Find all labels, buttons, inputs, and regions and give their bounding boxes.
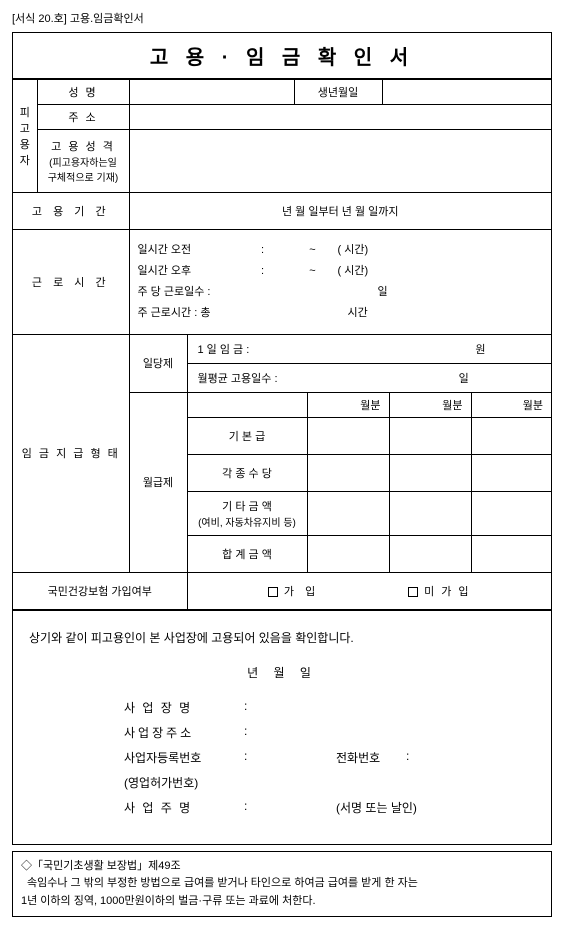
- confirm-date: 년 월 일: [29, 664, 535, 681]
- name-value: [129, 80, 294, 105]
- wt-am-label: 일시간 오전: [138, 240, 238, 261]
- allowances-m3: [471, 454, 551, 491]
- basic-pay-m3: [471, 417, 551, 454]
- other-m1: [307, 491, 389, 535]
- wt-am-hours: ( 시간): [338, 240, 438, 261]
- emp-nature-sub1: (피고용자하는일: [49, 158, 117, 169]
- emp-period-label: 고 용 기 간: [13, 193, 129, 230]
- wt-time-unit: 시간: [348, 303, 368, 324]
- wt-tilde: ~: [288, 261, 338, 282]
- birth-label: 생년월일: [294, 80, 382, 105]
- yes-text: 가 입: [284, 586, 319, 598]
- won-unit: 원: [475, 344, 485, 356]
- wt-colon: :: [238, 240, 288, 261]
- wt-pm-label: 일시간 오후: [138, 261, 238, 282]
- form-container: 고 용 · 임 금 확 인 서 피고용자 성 명 생년월일 주 소 고 용 성 …: [12, 32, 552, 845]
- wt-colon: :: [238, 261, 288, 282]
- other-amount-text: 기 타 금 액: [222, 501, 272, 513]
- birth-value: [382, 80, 551, 105]
- checkbox-icon: [268, 587, 278, 597]
- month-header-empty: [187, 392, 307, 417]
- address-label: 주 소: [37, 105, 129, 130]
- biz-addr-label: 사업장주소: [124, 724, 244, 741]
- health-ins-label: 국민건강보험 가입여부: [13, 572, 187, 609]
- other-amount-label: 기 타 금 액 (여비, 자동차유지비 등): [187, 491, 307, 535]
- footnote: ◇「국민기초생활 보장법」제49조 속임수나 그 밖의 부정한 방법으로 급여를…: [12, 851, 552, 918]
- form-title: 고 용 · 임 금 확 인 서: [13, 33, 551, 79]
- checkbox-icon: [408, 587, 418, 597]
- confirm-section: 상기와 같이 피고용인이 본 사업장에 고용되어 있음을 확인합니다. 년 월 …: [13, 610, 551, 844]
- day-unit: 일: [459, 373, 469, 385]
- work-time-label: 근 로 시 간: [13, 230, 129, 335]
- sign-label: (서명 또는 날인): [336, 799, 417, 816]
- allowances-label: 각 종 수 당: [187, 454, 307, 491]
- daily-wage-label: 1 일 임 금 :: [198, 344, 250, 356]
- work-time-block: 일시간 오전 : ~ ( 시간) 일시간 오후 : ~ ( 시간) 주 당 근로…: [129, 230, 551, 335]
- name-label: 성 명: [37, 80, 129, 105]
- biz-permit-label: (영업허가번호): [124, 774, 244, 791]
- other-m2: [389, 491, 471, 535]
- footnote-line1: 속임수나 그 밖의 부정한 방법으로 급여를 받거나 타인으로 하여금 급여를 …: [21, 875, 543, 893]
- basic-pay-m2: [389, 417, 471, 454]
- daily-system-label: 일당제: [129, 334, 187, 392]
- month1-header: 월분: [307, 392, 389, 417]
- emp-nature-value: [129, 130, 551, 193]
- biz-reg-label: 사업자등록번호: [124, 749, 244, 766]
- allowances-m1: [307, 454, 389, 491]
- month2-header: 월분: [389, 392, 471, 417]
- total-m2: [389, 535, 471, 572]
- health-yes: 가 입: [268, 583, 319, 599]
- wt-days-label: 주 당 근로일수 :: [138, 282, 238, 303]
- emp-nature-text: 고 용 성 격: [51, 141, 115, 153]
- wt-pm-hours: ( 시간): [338, 261, 438, 282]
- biz-name-label: 사 업 장 명: [124, 699, 244, 716]
- total-m1: [307, 535, 389, 572]
- confirm-text: 상기와 같이 피고용인이 본 사업장에 고용되어 있음을 확인합니다.: [29, 629, 535, 646]
- health-no: 미 가 입: [408, 583, 470, 599]
- footnote-law: ◇「국민기초생활 보장법」제49조: [21, 858, 543, 876]
- colon: :: [244, 749, 256, 766]
- employee-section-label: 피고용자: [13, 80, 37, 193]
- wt-total-label: 주 근로시간 : 총: [138, 303, 248, 324]
- avg-days-row: 월평균 고용일수 : 일: [187, 363, 551, 392]
- colon: :: [244, 724, 256, 741]
- tel-label: 전화번호: [336, 749, 406, 766]
- total-amount-label: 합 계 금 액: [187, 535, 307, 572]
- avg-days-label: 월평균 고용일수 :: [198, 373, 278, 385]
- wage-form-label: 임 금 지 급 형 태: [13, 334, 129, 572]
- emp-nature-label: 고 용 성 격 (피고용자하는일 구체적으로 기재): [37, 130, 129, 193]
- colon: :: [244, 699, 256, 716]
- wt-day-unit: 일: [378, 282, 388, 303]
- address-value: [129, 105, 551, 130]
- allowances-m2: [389, 454, 471, 491]
- no-text: 미 가 입: [424, 586, 470, 598]
- footnote-line2: 1년 이하의 징역, 1000만원이하의 벌금·구류 또는 과료에 처한다.: [21, 893, 543, 911]
- month3-header: 월분: [471, 392, 551, 417]
- biz-owner-label: 사 업 주 명: [124, 799, 244, 816]
- employee-table: 피고용자 성 명 생년월일 주 소 고 용 성 격 (피고용자하는일 구체적으로…: [13, 79, 551, 335]
- colon: :: [244, 799, 256, 816]
- total-m3: [471, 535, 551, 572]
- basic-pay-m1: [307, 417, 389, 454]
- emp-period-value: 년 월 일부터 년 월 일까지: [129, 193, 551, 230]
- wt-tilde: ~: [288, 240, 338, 261]
- basic-pay-label: 기 본 급: [187, 417, 307, 454]
- wage-table: 임 금 지 급 형 태 일당제 1 일 임 금 : 원 월평균 고용일수 : 일…: [13, 334, 551, 610]
- health-ins-value: 가 입 미 가 입: [187, 572, 551, 609]
- other-m3: [471, 491, 551, 535]
- other-amount-sub: (여비, 자동차유지비 등): [198, 518, 296, 529]
- daily-wage-row: 1 일 임 금 : 원: [187, 334, 551, 363]
- form-number: [서식 20.호] 고용.임금확인서: [12, 10, 552, 26]
- monthly-system-label: 월급제: [129, 392, 187, 572]
- emp-nature-sub2: 구체적으로 기재): [48, 173, 119, 184]
